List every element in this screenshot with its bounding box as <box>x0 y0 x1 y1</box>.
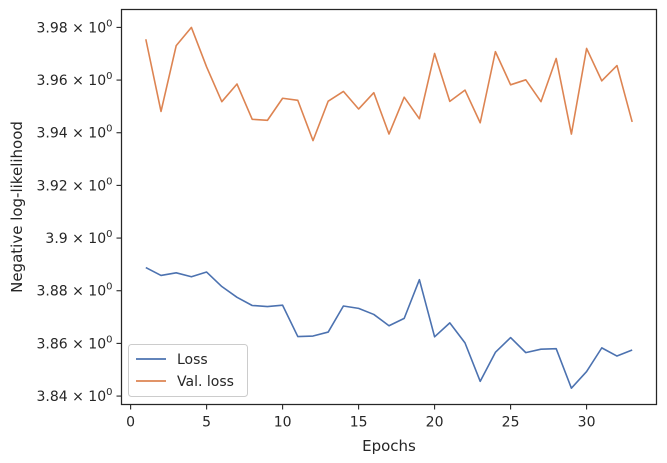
y-tick-label: 3.88 × 100 <box>37 282 113 300</box>
legend-box <box>128 344 248 397</box>
legend-label-val-loss: Val. loss <box>177 374 234 390</box>
legend-label-loss: Loss <box>177 352 208 368</box>
y-tick-label: 3.84 × 100 <box>37 387 113 405</box>
legend: Loss Val. loss <box>128 344 248 397</box>
y-tick-label: 3.9 × 100 <box>45 229 112 247</box>
y-tick-label: 3.96 × 100 <box>37 71 113 89</box>
plot-area <box>120 8 658 406</box>
x-tick-label: 20 <box>426 415 444 431</box>
x-tick-label: 30 <box>578 415 596 431</box>
y-tick-label: 3.98 × 100 <box>37 18 113 36</box>
series-line-val-loss <box>145 26 633 142</box>
x-tick-label: 15 <box>350 415 368 431</box>
y-axis-label: Negative log-likelihood <box>8 121 26 293</box>
x-tick-label: 10 <box>274 415 292 431</box>
plot-frame <box>120 8 658 406</box>
x-tick-label: 25 <box>502 415 520 431</box>
y-tick-label: 3.92 × 100 <box>37 176 113 194</box>
series-layer <box>145 26 633 389</box>
x-tick-label: 0 <box>126 415 135 431</box>
y-tick-label: 3.86 × 100 <box>37 334 113 352</box>
y-tick-label: 3.94 × 100 <box>37 124 113 142</box>
series-line-loss <box>145 266 633 389</box>
y-axis-ticks: 3.84 × 100 3.86 × 100 3.88 × 100 3.9 × 100 3… <box>37 18 122 405</box>
x-axis-label: Epochs <box>362 437 416 455</box>
x-axis-ticks: 0 5 10 15 20 25 30 <box>126 404 596 431</box>
x-tick-label: 5 <box>202 415 211 431</box>
